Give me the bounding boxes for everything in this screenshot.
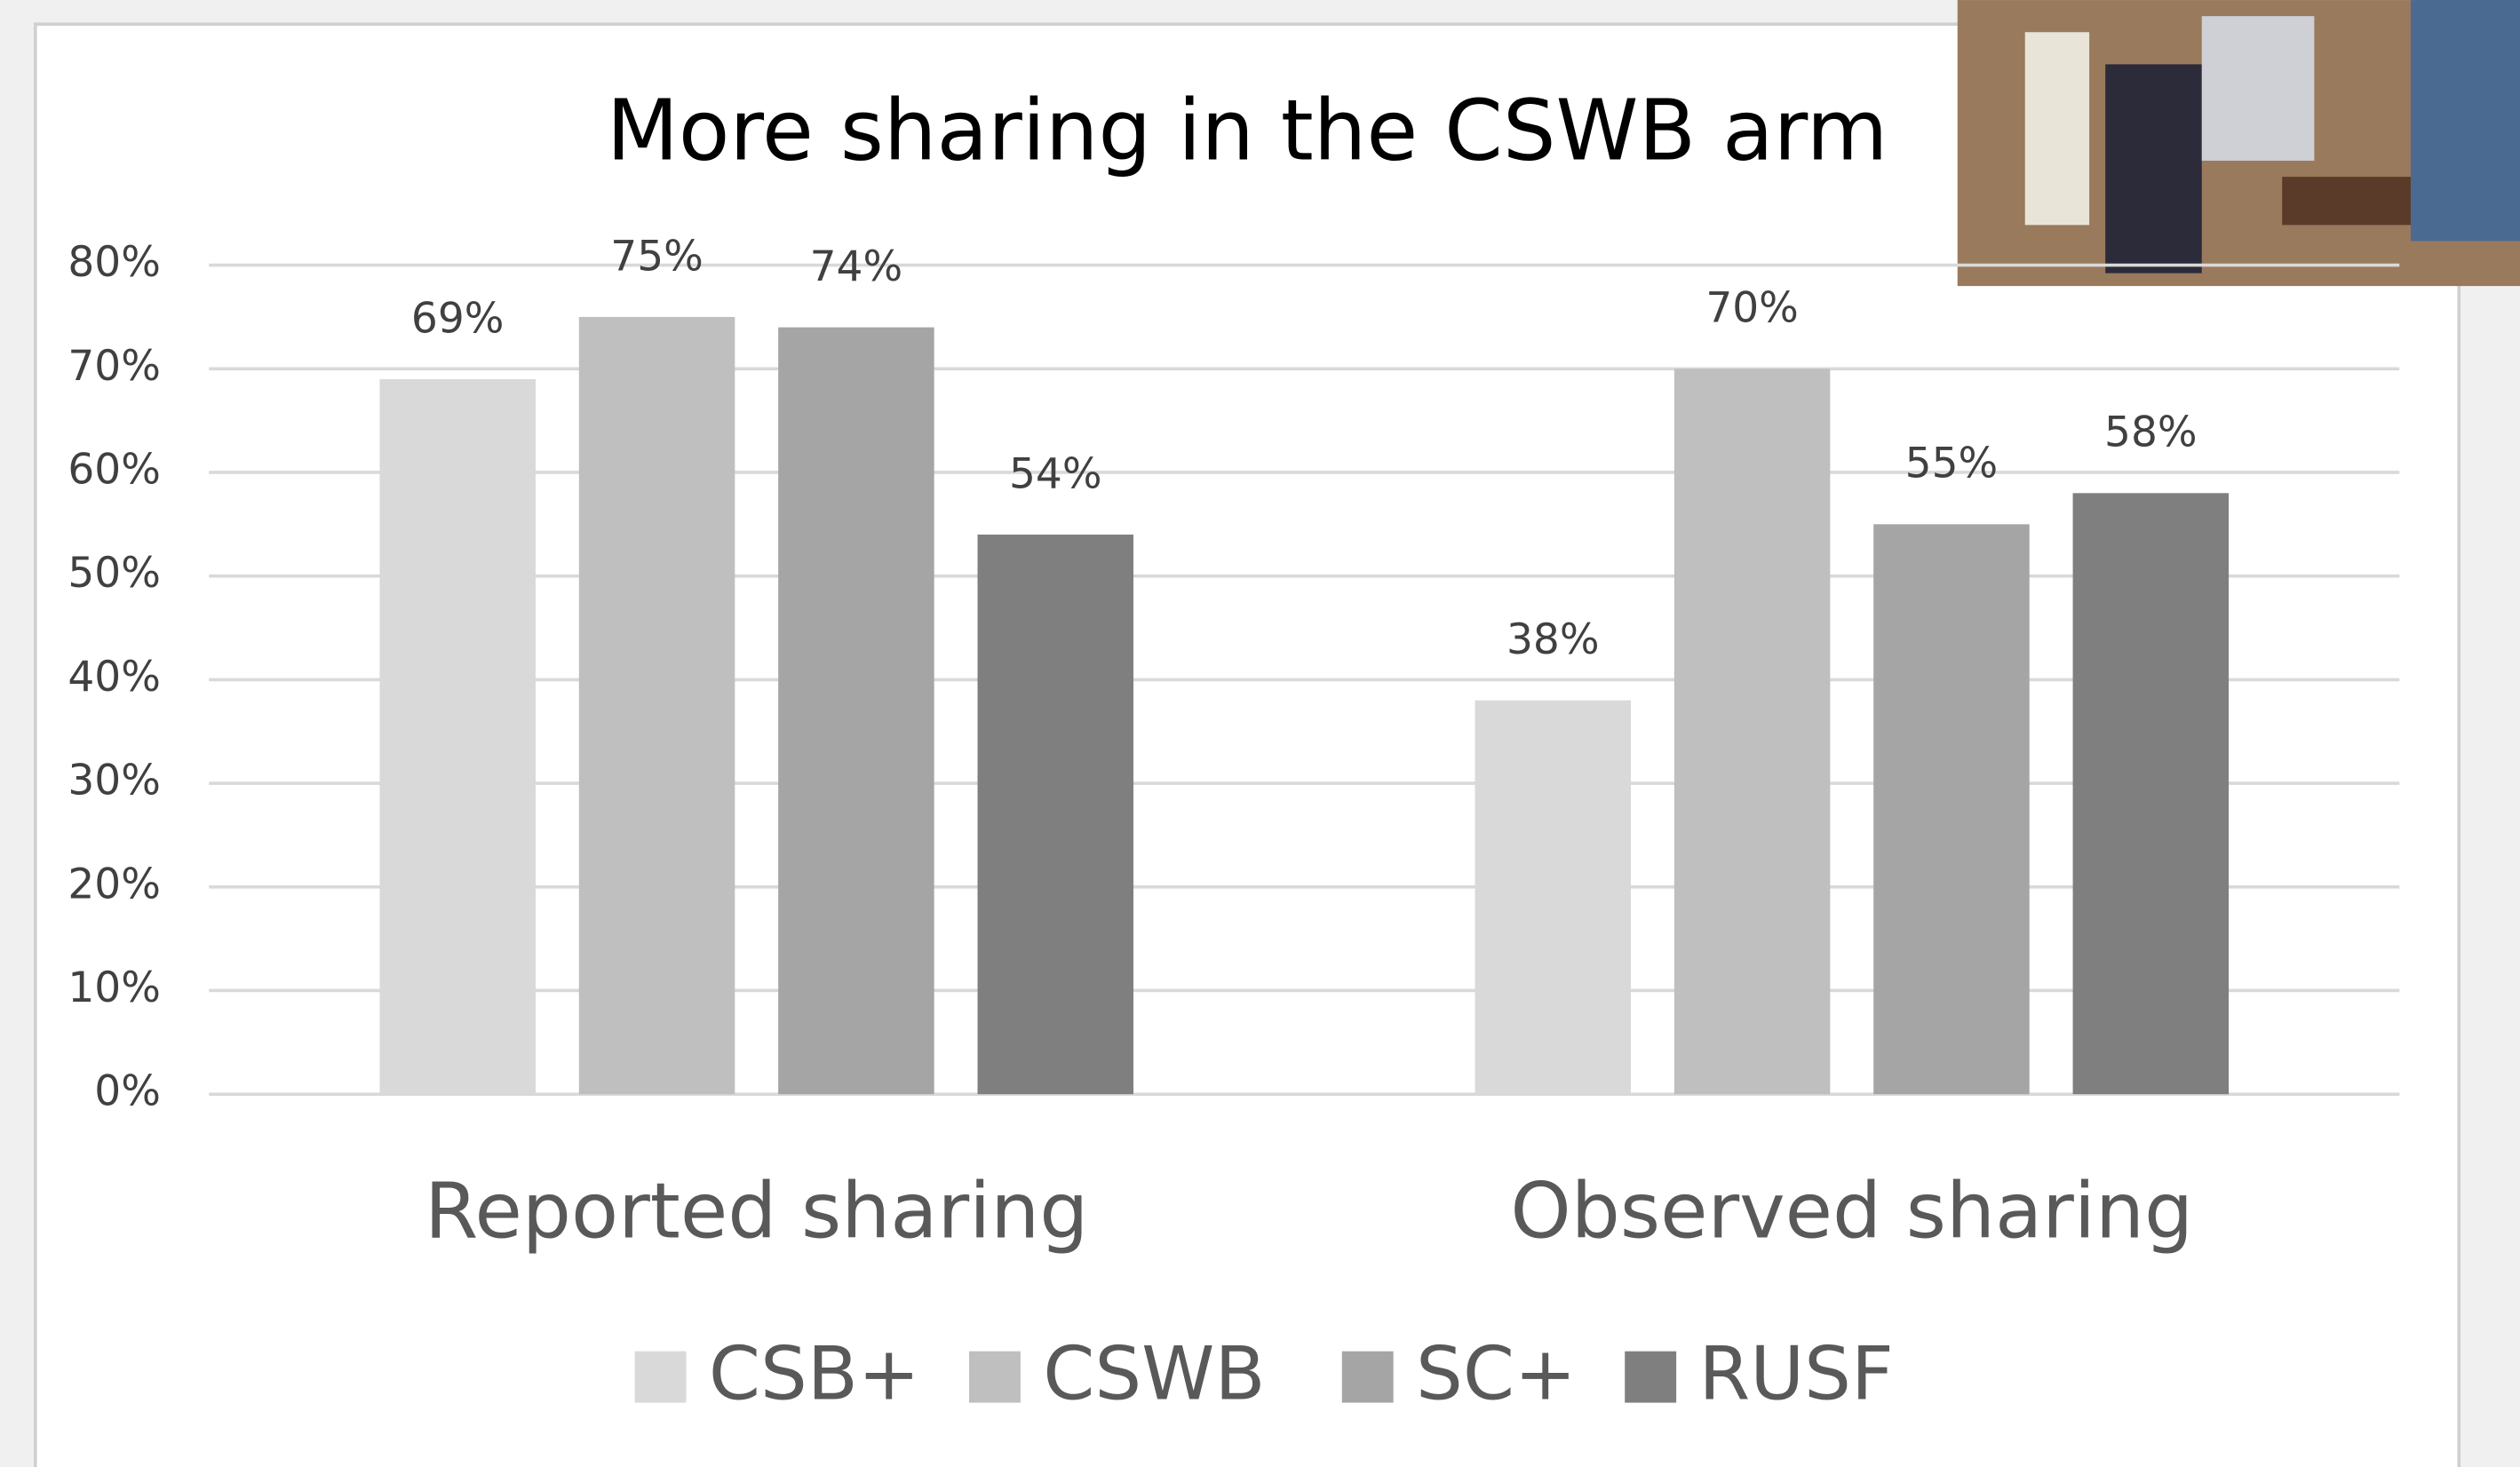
bar — [778, 327, 934, 1095]
y-tick-label: 60% — [68, 445, 161, 494]
y-tick-label: 10% — [68, 963, 161, 1012]
legend-label: SC+ — [1416, 1330, 1577, 1416]
y-tick-label: 20% — [68, 860, 161, 908]
y-tick-label: 40% — [68, 653, 161, 702]
x-tick-label: Reported sharing — [425, 1167, 1088, 1257]
bar — [578, 316, 735, 1095]
legend-swatch — [1625, 1351, 1677, 1403]
legend-swatch — [1341, 1351, 1394, 1403]
bar — [2072, 493, 2230, 1095]
legend-label: CSB+ — [709, 1330, 920, 1416]
legend-swatch — [634, 1351, 687, 1403]
value-label: 58% — [2104, 408, 2198, 457]
legend-label: RUSF — [1698, 1330, 1893, 1416]
y-tick-label: 30% — [68, 757, 161, 805]
bar — [977, 535, 1134, 1095]
bar — [1873, 524, 2030, 1095]
value-label: 55% — [1905, 440, 1999, 488]
value-label: 74% — [810, 242, 903, 291]
y-tick-label: 70% — [68, 342, 161, 391]
y-tick-label: 0% — [94, 1067, 161, 1116]
bar — [379, 378, 536, 1095]
chart-title: More sharing in the CSWB arm — [607, 83, 1888, 180]
photo — [1957, 0, 2520, 287]
y-tick-label: 50% — [68, 549, 161, 598]
legend-label: CSWB — [1043, 1330, 1265, 1416]
value-label: 38% — [1506, 615, 1600, 664]
value-label: 69% — [411, 294, 505, 343]
legend-swatch — [969, 1351, 1021, 1403]
bar — [1475, 700, 1631, 1095]
y-tick-label: 80% — [68, 238, 161, 287]
value-label: 75% — [610, 232, 704, 281]
bar — [1673, 369, 1831, 1095]
x-tick-label: Observed sharing — [1510, 1167, 2193, 1257]
value-label: 70% — [1705, 284, 1799, 333]
value-label: 54% — [1009, 449, 1102, 498]
